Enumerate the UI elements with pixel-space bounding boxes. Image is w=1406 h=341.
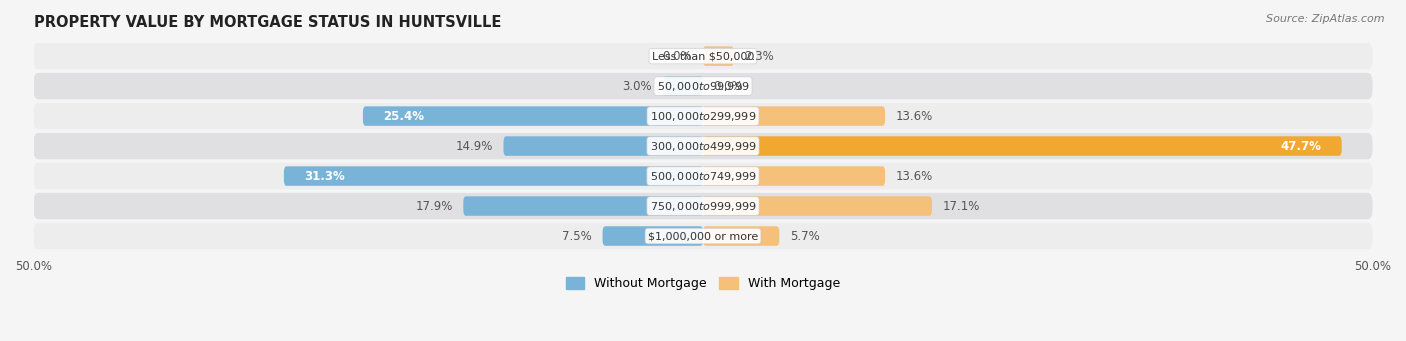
Text: $50,000 to $99,999: $50,000 to $99,999 xyxy=(657,79,749,93)
FancyBboxPatch shape xyxy=(34,133,1372,159)
Text: 14.9%: 14.9% xyxy=(456,139,492,152)
FancyBboxPatch shape xyxy=(603,226,703,246)
Text: 0.0%: 0.0% xyxy=(714,79,744,93)
FancyBboxPatch shape xyxy=(363,106,703,126)
Legend: Without Mortgage, With Mortgage: Without Mortgage, With Mortgage xyxy=(561,272,845,295)
FancyBboxPatch shape xyxy=(662,76,703,96)
Text: PROPERTY VALUE BY MORTGAGE STATUS IN HUNTSVILLE: PROPERTY VALUE BY MORTGAGE STATUS IN HUN… xyxy=(34,15,501,30)
FancyBboxPatch shape xyxy=(34,163,1372,189)
FancyBboxPatch shape xyxy=(34,223,1372,249)
Text: 25.4%: 25.4% xyxy=(382,109,425,122)
Text: 17.9%: 17.9% xyxy=(415,199,453,212)
Text: 17.1%: 17.1% xyxy=(942,199,980,212)
FancyBboxPatch shape xyxy=(503,136,703,156)
Text: 2.3%: 2.3% xyxy=(745,49,775,63)
Text: Less than $50,000: Less than $50,000 xyxy=(652,51,754,61)
FancyBboxPatch shape xyxy=(464,196,703,216)
Text: Source: ZipAtlas.com: Source: ZipAtlas.com xyxy=(1267,14,1385,24)
FancyBboxPatch shape xyxy=(703,106,886,126)
FancyBboxPatch shape xyxy=(703,136,1341,156)
FancyBboxPatch shape xyxy=(34,193,1372,219)
FancyBboxPatch shape xyxy=(703,196,932,216)
FancyBboxPatch shape xyxy=(703,166,886,186)
Text: 47.7%: 47.7% xyxy=(1281,139,1322,152)
Text: $300,000 to $499,999: $300,000 to $499,999 xyxy=(650,139,756,152)
FancyBboxPatch shape xyxy=(284,166,703,186)
Text: $750,000 to $999,999: $750,000 to $999,999 xyxy=(650,199,756,212)
FancyBboxPatch shape xyxy=(703,46,734,66)
Text: 7.5%: 7.5% xyxy=(562,229,592,242)
Text: $100,000 to $299,999: $100,000 to $299,999 xyxy=(650,109,756,122)
Text: 0.0%: 0.0% xyxy=(662,49,692,63)
Text: 13.6%: 13.6% xyxy=(896,169,934,182)
Text: $1,000,000 or more: $1,000,000 or more xyxy=(648,231,758,241)
FancyBboxPatch shape xyxy=(34,73,1372,99)
FancyBboxPatch shape xyxy=(34,103,1372,129)
Text: $500,000 to $749,999: $500,000 to $749,999 xyxy=(650,169,756,182)
FancyBboxPatch shape xyxy=(34,43,1372,69)
Text: 31.3%: 31.3% xyxy=(304,169,344,182)
FancyBboxPatch shape xyxy=(703,226,779,246)
Text: 13.6%: 13.6% xyxy=(896,109,934,122)
Text: 3.0%: 3.0% xyxy=(623,79,652,93)
Text: 5.7%: 5.7% xyxy=(790,229,820,242)
